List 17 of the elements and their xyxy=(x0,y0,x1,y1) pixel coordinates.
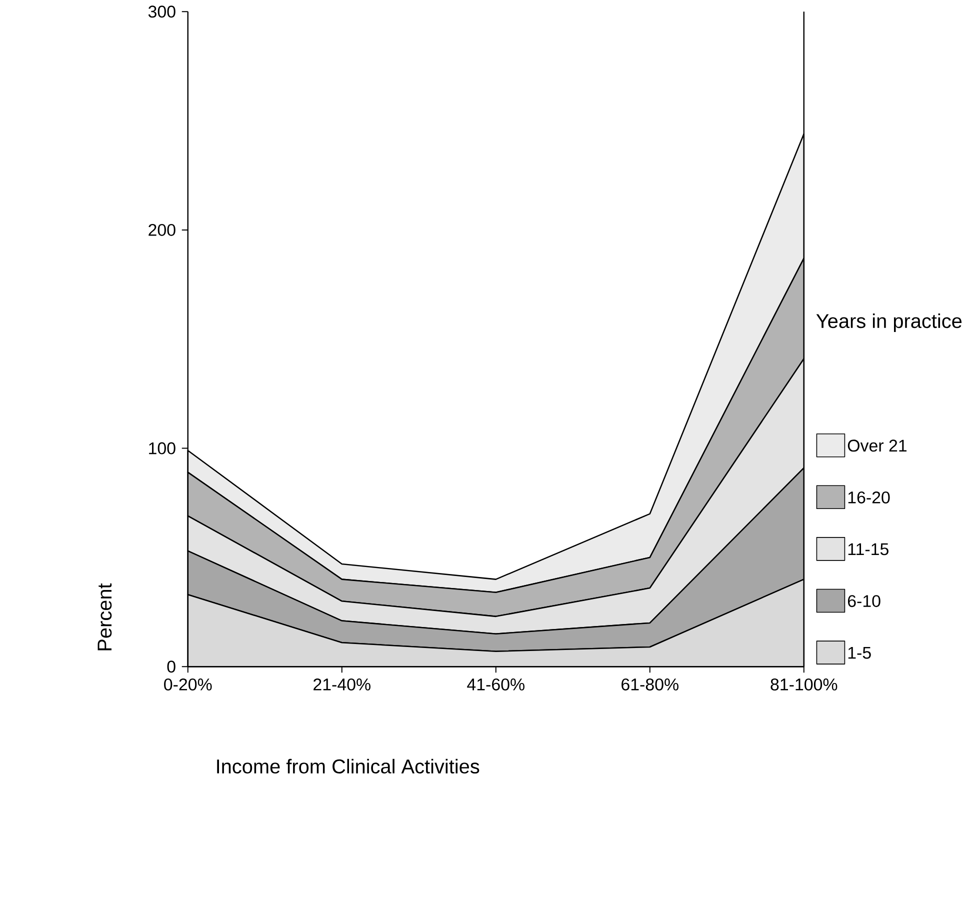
x-tick-label: 21-40% xyxy=(314,678,370,690)
legend-label: 16-20 xyxy=(848,491,890,504)
legend-title: Years in practice xyxy=(816,313,962,332)
x-tick-label: 81-100% xyxy=(770,678,838,690)
x-axis-title: Income from Clinical Activities xyxy=(217,758,480,774)
y-tick-label: 300 xyxy=(148,5,176,18)
legend-label: 11-15 xyxy=(848,543,888,556)
x-tick-label: 41-60% xyxy=(467,678,524,690)
legend-label: 1-5 xyxy=(848,646,871,659)
y-tick-label: 0 xyxy=(167,660,176,672)
y-tick-label: 200 xyxy=(148,224,176,236)
legend-label: Over 21 xyxy=(848,440,907,452)
x-tick-label: 61-80% xyxy=(622,678,678,690)
legend-label: 6-10 xyxy=(848,594,880,607)
y-tick-label: 100 xyxy=(149,442,176,454)
x-tick-label: 0-20% xyxy=(164,678,212,690)
y-axis-title: Percent xyxy=(98,583,112,650)
